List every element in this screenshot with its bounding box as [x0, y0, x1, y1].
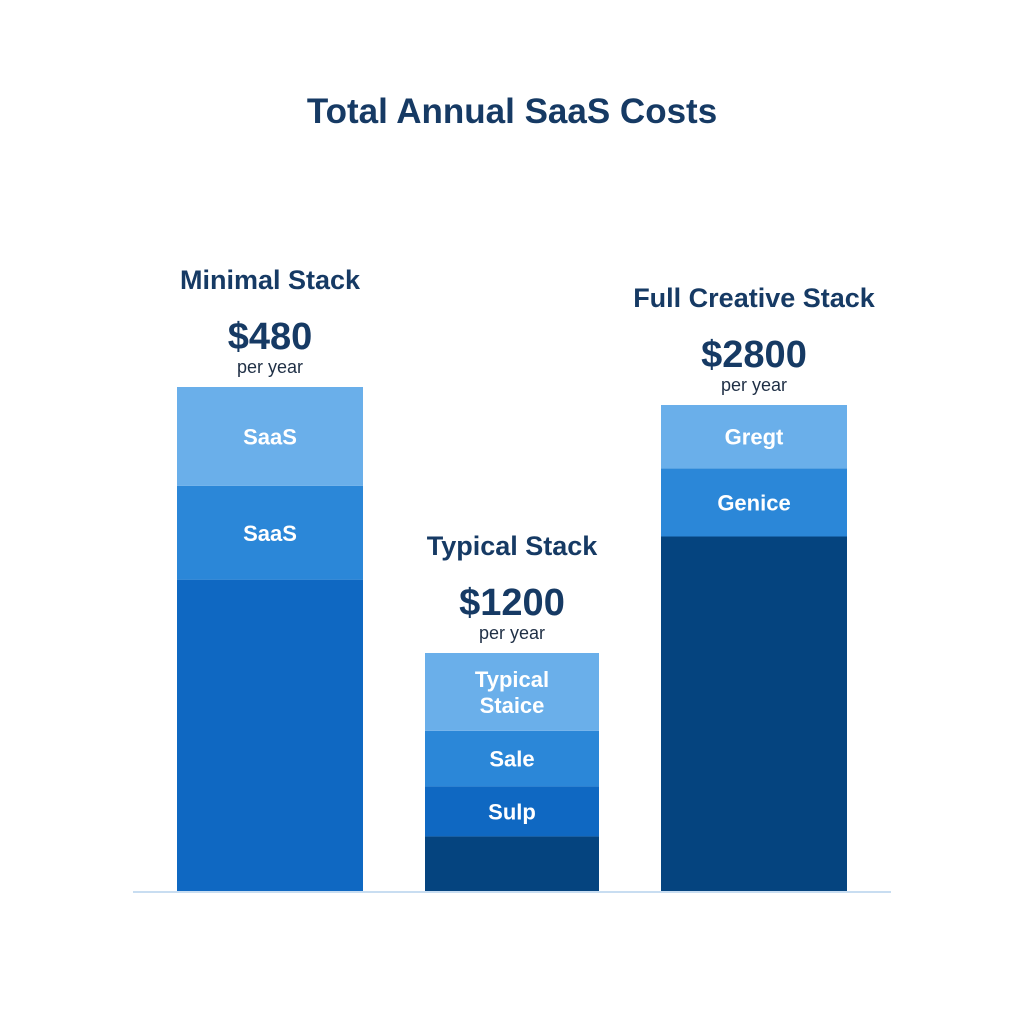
segment-label: Genice [717, 490, 790, 515]
segment-label: Sulp [488, 799, 536, 824]
bar-segment [425, 786, 599, 837]
segment-label: Gregt [725, 425, 784, 450]
stack-total-value: $2800 [701, 334, 807, 376]
bar-segment [661, 536, 847, 892]
segment-label: Sale [489, 747, 534, 772]
segment-label: SaaS [243, 521, 297, 546]
stack-total-value: $480 [228, 316, 313, 358]
stack-total-value: $1200 [459, 582, 565, 624]
stack-unit-label: per year [479, 623, 545, 643]
bar-segment [425, 653, 599, 731]
stack-name: Minimal Stack [180, 265, 361, 295]
stack-unit-label: per year [237, 357, 303, 377]
chart-title: Total Annual SaaS Costs [307, 92, 717, 131]
segment-label: Typical [475, 667, 549, 692]
bar-segment [425, 836, 599, 892]
segment-label: Staice [480, 693, 545, 718]
segment-label: SaaS [243, 424, 297, 449]
stack-name: Full Creative Stack [633, 283, 876, 313]
stack-name: Typical Stack [427, 531, 599, 561]
stack-unit-label: per year [721, 375, 787, 395]
bar-segment [661, 468, 847, 537]
bar-segment [425, 730, 599, 787]
bar-segment [177, 387, 363, 486]
bar-segment [177, 579, 363, 892]
bar-segment [177, 485, 363, 580]
bar-segment [661, 405, 847, 469]
